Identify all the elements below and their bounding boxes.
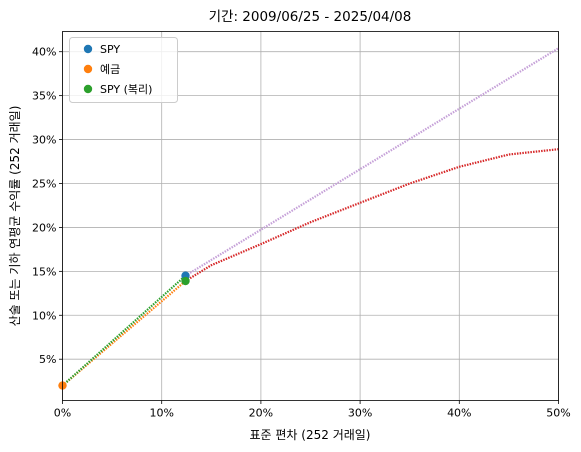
y-tick-label: 30% [32,134,56,147]
series-line-2 [184,47,560,277]
series-lines [61,47,560,387]
y-tick-label: 15% [32,265,56,278]
legend-label: 예금 [100,63,120,76]
series-line-0 [61,280,187,387]
x-tick-label: 10% [149,407,173,420]
series-line-1 [61,274,187,387]
y-tick-label: 40% [32,46,56,59]
legend-marker [83,64,93,74]
y-tick-label: 25% [32,177,56,190]
chart-title: 기간: 2009/06/25 - 2025/04/08 [209,9,412,25]
x-tick-label: 20% [249,407,273,420]
x-tick-label: 30% [348,407,372,420]
y-axis: 5% 10% 15% 20% 25% 30% 35% 40% [32,46,63,366]
x-tick-label: 50% [546,407,570,420]
y-tick-label: 5% [39,353,56,366]
legend-label: SPY [100,43,120,56]
legend-box [69,37,178,103]
x-tick-label: 0% [54,407,71,420]
legend: SPY 예금 SPY (복리) [69,37,178,103]
y-tick-label: 20% [32,221,56,234]
y-tick-label: 10% [32,309,56,322]
x-axis-title: 표준 편차 (252 거래일) [250,428,371,442]
legend-label: SPY (복리) [100,83,152,96]
data-point [181,276,190,286]
series-line-3 [184,148,559,282]
y-tick-label: 35% [32,90,56,103]
plot-frame [62,31,559,401]
y-axis-title: 산술 또는 기하 연평균 수익률 (252 거래일) [8,106,22,327]
x-axis: 0% 10% 20% 30% 40% 50% [54,400,571,420]
legend-marker [83,84,93,94]
x-tick-label: 40% [447,407,471,420]
legend-marker [83,44,93,54]
